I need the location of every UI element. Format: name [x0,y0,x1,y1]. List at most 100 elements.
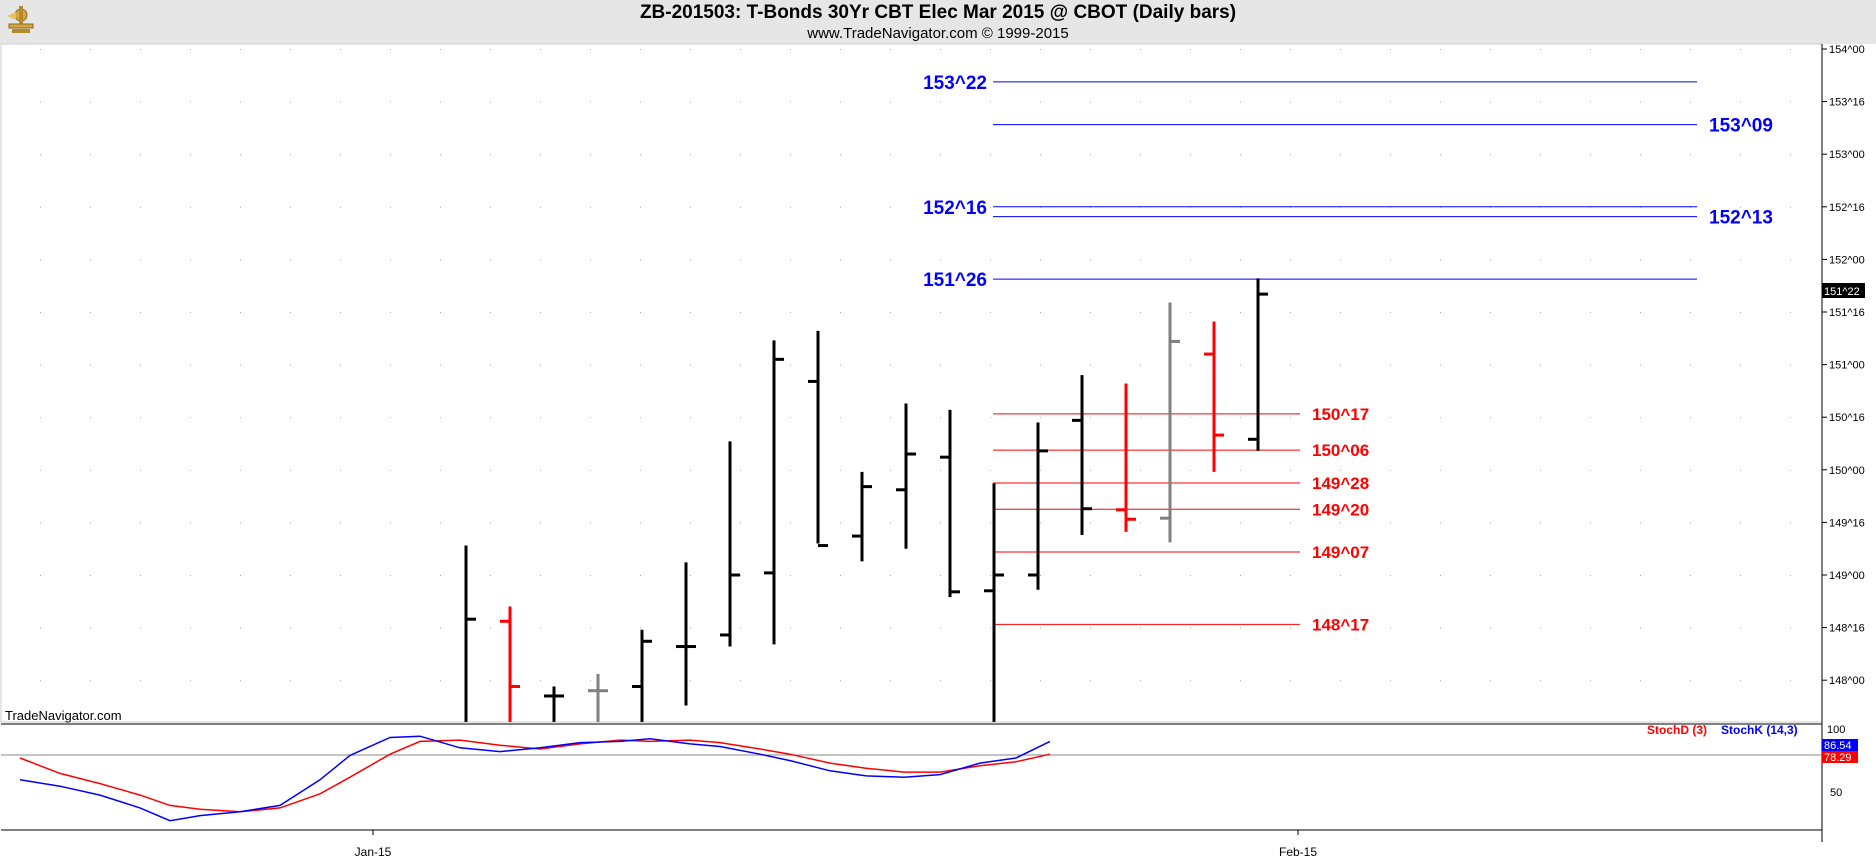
grid-dot [690,469,691,471]
grid-dot [1190,364,1191,366]
grid-dot [1340,312,1341,313]
grid-dot [840,312,841,313]
grid-dot [190,312,191,313]
grid-dot [90,206,91,208]
grid-dot [690,259,691,261]
grid-dot [990,522,991,524]
grid-dot [1090,259,1091,261]
grid-dot [440,312,441,313]
grid-dot [140,364,141,366]
support-label: 149^20 [1312,500,1369,519]
grid-dot [590,259,591,261]
resistance-label: 151^26 [923,270,987,291]
grid-dot [640,364,641,366]
grid-dot [1490,627,1491,629]
grid-dot [140,417,141,419]
grid-dot [1540,469,1541,471]
grid-dot [40,49,41,50]
grid-dot [1090,627,1091,629]
grid-dot [40,154,41,156]
grid-dot [490,469,491,471]
watermark: TradeNavigator.com [5,708,122,723]
grid-dot [790,522,791,524]
grid-dot [940,49,941,50]
grid-dot [890,206,891,208]
grid-dot [1540,49,1541,50]
grid-dot [1490,469,1491,471]
grid-dot [140,206,141,208]
grid-dot [1390,680,1391,682]
grid-dot [990,312,991,313]
grid-dot [1440,312,1441,313]
grid-dot [240,259,241,261]
grid-dot [240,101,241,103]
grid-dot [590,680,591,682]
grid-dot [440,101,441,103]
grid-dot [140,49,141,50]
date-tick-label: Feb-15 [1279,845,1317,859]
grid-dot [290,312,291,313]
grid-dot [390,154,391,156]
grid-dot [490,575,491,576]
grid-dot [690,627,691,629]
grid-dot [240,522,241,524]
grid-dot [1740,259,1741,261]
grid-dot [90,522,91,524]
grid-dot [840,417,841,419]
support-label: 149^07 [1312,543,1369,562]
last-price-label: 151^22 [1824,286,1860,298]
grid-dot [690,154,691,156]
grid-dot [1240,575,1241,576]
stochK-value-flag [1822,739,1858,751]
grid-dot [1190,522,1191,524]
tradenavigator-logo-icon[interactable] [4,2,38,41]
grid-dot [1390,312,1391,313]
grid-dot [1540,312,1541,313]
grid-dot [1040,312,1041,313]
grid-dot [1590,364,1591,366]
grid-dot [1790,101,1791,103]
grid-dot [1240,627,1241,629]
grid-dot [990,206,991,208]
resistance-label: 153^09 [1709,116,1773,137]
grid-dot [290,49,291,50]
grid-dot [340,312,341,313]
grid-dot [1740,417,1741,419]
grid-dot [1440,259,1441,261]
grid-dot [690,364,691,366]
grid-dot [1490,259,1491,261]
grid-dot [740,259,741,261]
grid-dot [40,312,41,313]
grid-dot [1240,680,1241,682]
grid-dot [1740,627,1741,629]
grid-dot [1690,312,1691,313]
grid-dot [1590,627,1591,629]
grid-dot [1790,680,1791,682]
grid-dot [1140,417,1141,419]
grid-dot [190,469,191,471]
grid-dot [1440,680,1441,682]
grid-dot [1190,680,1191,682]
grid-dot [1590,469,1591,471]
grid-dot [540,680,541,682]
grid-dot [1140,469,1141,471]
grid-dot [790,680,791,682]
grid-dot [440,627,441,629]
grid-dot [190,680,191,682]
grid-dot [1790,259,1791,261]
grid-dot [1690,259,1691,261]
grid-dot [1640,680,1641,682]
grid-dot [1690,522,1691,524]
grid-dot [190,627,191,629]
grid-dot [1390,417,1391,419]
grid-dot [90,627,91,629]
grid-dot [740,469,741,471]
grid-dot [540,49,541,50]
grid-dot [490,49,491,50]
price-tick-label: 151^16 [1829,307,1865,319]
grid-dot [940,522,941,524]
grid-dot [1090,312,1091,313]
grid-dot [690,575,691,576]
grid-dot [990,469,991,471]
